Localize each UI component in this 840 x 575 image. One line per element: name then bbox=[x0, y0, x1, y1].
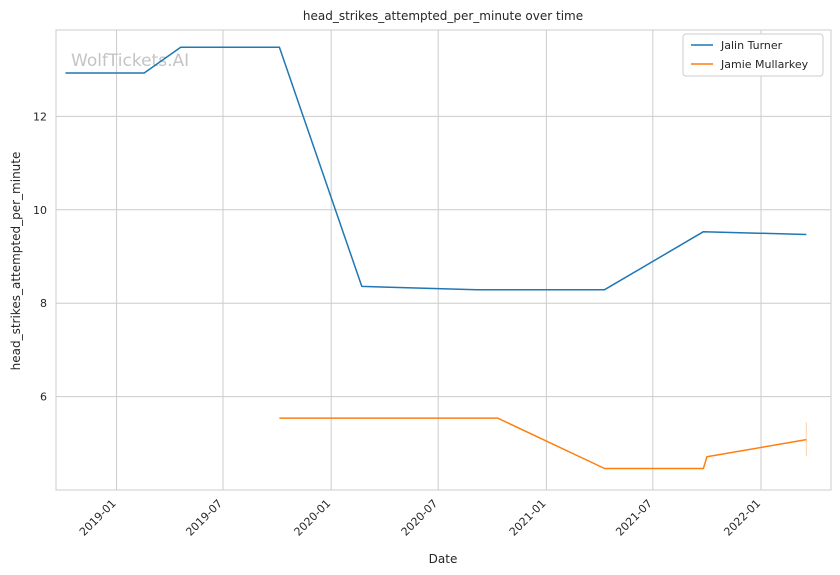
plot-area-frame bbox=[55, 29, 832, 491]
series-jalin-turner bbox=[65, 46, 807, 291]
legend: Jalin Turner Jamie Mullarkey bbox=[682, 33, 824, 77]
series-jamie-mullarkey bbox=[279, 417, 807, 470]
series-lines bbox=[65, 46, 807, 470]
series-line bbox=[65, 46, 807, 291]
x-tick-label: 2019-01 bbox=[77, 497, 119, 539]
legend-entry-label: Jalin Turner bbox=[720, 39, 783, 52]
legend-entry-label: Jamie Mullarkey bbox=[720, 58, 809, 71]
grid bbox=[56, 30, 831, 490]
x-tick-label: 2022-01 bbox=[721, 497, 763, 539]
y-tick-label: 8 bbox=[40, 297, 47, 310]
x-axis-label: Date bbox=[429, 552, 458, 566]
watermark: WolfTickets.AI bbox=[71, 51, 189, 71]
x-tick-label: 2020-01 bbox=[292, 497, 334, 539]
series-line bbox=[279, 417, 807, 470]
y-tick-label: 6 bbox=[40, 391, 47, 404]
x-tick-label: 2020-07 bbox=[399, 497, 441, 539]
chart-title: head_strikes_attempted_per_minute over t… bbox=[303, 9, 583, 23]
x-tick-label: 2019-07 bbox=[183, 497, 225, 539]
y-tick-label: 10 bbox=[33, 204, 47, 217]
legend-box bbox=[682, 33, 824, 77]
axis-ticks: 2019-01 2019-07 2020-01 2020-07 2021-01 2021-… bbox=[33, 110, 763, 538]
x-tick-label: 2021-07 bbox=[613, 497, 655, 539]
y-tick-label: 12 bbox=[33, 110, 47, 123]
x-tick-label: 2021-01 bbox=[507, 497, 549, 539]
y-axis-label: head_strikes_attempted_per_minute bbox=[9, 152, 23, 371]
